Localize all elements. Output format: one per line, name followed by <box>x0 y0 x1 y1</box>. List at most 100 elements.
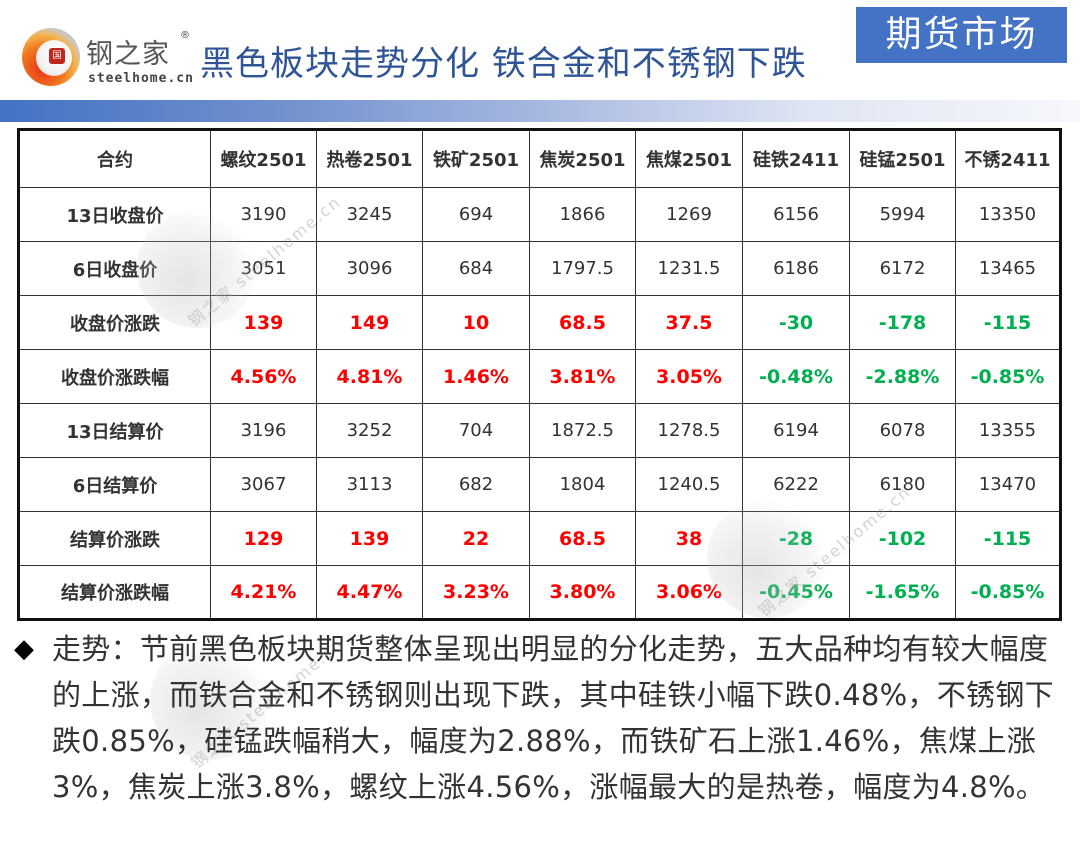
futures-price-table: 合约 螺纹2501 热卷2501 铁矿2501 焦炭2501 焦煤2501 硅铁2411 硅锰… <box>17 128 1062 621</box>
table-cell: 68.5 <box>529 511 636 566</box>
table-cell: 6180 <box>849 457 956 512</box>
table-cell: -2.88% <box>849 349 956 404</box>
table-cell: -102 <box>849 511 956 566</box>
table-row: 13日收盘价 3190 3245 694 1866 1269 6156 5994 13350 <box>18 187 1061 242</box>
table-row: 结算价涨跌幅 4.21% 4.47% 3.23% 3.80% 3.06% -0.45% -1.… <box>18 565 1061 620</box>
table-row: 6日收盘价 3051 3096 684 1797.5 1231.5 6186 6172 1346… <box>18 241 1061 296</box>
table-cell: 4.21% <box>210 565 317 620</box>
table-cell: 1866 <box>529 187 636 242</box>
column-header: 焦煤2501 <box>635 129 743 188</box>
table-cell: 682 <box>422 457 530 512</box>
table-cell: -115 <box>955 511 1061 566</box>
row-label: 13日收盘价 <box>18 187 211 242</box>
table-cell: 5994 <box>849 187 956 242</box>
table-row: 13日结算价 3196 3252 704 1872.5 1278.5 6194 6078 133… <box>18 403 1061 458</box>
section-badge: 期货市场 <box>856 7 1067 63</box>
table-cell: 4.47% <box>316 565 423 620</box>
table-row: 结算价涨跌 129 139 22 68.5 38 -28 -102 -115 <box>18 511 1061 566</box>
table-cell: 1269 <box>635 187 743 242</box>
table-row: 收盘价涨跌幅 4.56% 4.81% 1.46% 3.81% 3.05% -0.48% -2.… <box>18 349 1061 404</box>
table-cell: 68.5 <box>529 295 636 350</box>
column-header-contract: 合约 <box>18 129 211 188</box>
logo-domain: steelhome.cn <box>88 71 194 86</box>
table-cell: 22 <box>422 511 530 566</box>
futures-table-container: 合约 螺纹2501 热卷2501 铁矿2501 焦炭2501 焦煤2501 硅铁2411 硅锰… <box>17 128 1062 621</box>
slide-header: 国 钢之家 ® steelhome.cn 黑色板块走势分化 铁合金和不锈钢下跌 … <box>0 0 1080 100</box>
logo-seal-icon: 国 <box>49 48 65 64</box>
table-cell: -0.85% <box>955 349 1061 404</box>
table-row: 收盘价涨跌 139 149 10 68.5 37.5 -30 -178 -115 <box>18 295 1061 350</box>
row-label: 结算价涨跌幅 <box>18 565 211 620</box>
table-cell: 3.05% <box>635 349 743 404</box>
column-header: 硅铁2411 <box>742 129 850 188</box>
column-header: 不锈2411 <box>955 129 1061 188</box>
table-cell: 3067 <box>210 457 317 512</box>
table-cell: 3190 <box>210 187 317 242</box>
table-cell: 10 <box>422 295 530 350</box>
table-cell: 3.06% <box>635 565 743 620</box>
row-label: 6日收盘价 <box>18 241 211 296</box>
table-cell: 13470 <box>955 457 1061 512</box>
table-row: 6日结算价 3067 3113 682 1804 1240.5 6222 6180 13470 <box>18 457 1061 512</box>
table-cell: 1278.5 <box>635 403 743 458</box>
table-cell: 1804 <box>529 457 636 512</box>
diamond-bullet-icon: ◆ <box>14 634 34 664</box>
page-title: 黑色板块走势分化 铁合金和不锈钢下跌 <box>200 44 807 84</box>
table-cell: 1231.5 <box>635 241 743 296</box>
table-cell: 1.46% <box>422 349 530 404</box>
table-cell: 139 <box>210 295 317 350</box>
row-label: 13日结算价 <box>18 403 211 458</box>
table-cell: 13355 <box>955 403 1061 458</box>
table-cell: 704 <box>422 403 530 458</box>
row-label: 收盘价涨跌幅 <box>18 349 211 404</box>
table-cell: 684 <box>422 241 530 296</box>
row-label: 收盘价涨跌 <box>18 295 211 350</box>
column-header: 热卷2501 <box>316 129 423 188</box>
table-cell: 129 <box>210 511 317 566</box>
table-cell: 3252 <box>316 403 423 458</box>
column-header: 硅锰2501 <box>849 129 956 188</box>
summary-text: 走势：节前黑色板块期货整体呈现出明显的分化走势，五大品种均有较大幅度的上涨，而铁… <box>52 632 1054 804</box>
column-header: 螺纹2501 <box>210 129 317 188</box>
table-cell: 3196 <box>210 403 317 458</box>
column-header: 焦炭2501 <box>529 129 636 188</box>
table-cell: -28 <box>742 511 850 566</box>
column-header: 铁矿2501 <box>422 129 530 188</box>
table-cell: 37.5 <box>635 295 743 350</box>
table-cell: 4.56% <box>210 349 317 404</box>
logo-chinese-name: 钢之家 <box>86 39 170 70</box>
table-cell: 1872.5 <box>529 403 636 458</box>
table-cell: 149 <box>316 295 423 350</box>
table-cell: 3.80% <box>529 565 636 620</box>
table-cell: -1.65% <box>849 565 956 620</box>
registered-mark: ® <box>180 30 190 41</box>
table-cell: 38 <box>635 511 743 566</box>
header-gradient-band <box>0 100 1080 122</box>
table-cell: 13465 <box>955 241 1061 296</box>
table-cell: 3096 <box>316 241 423 296</box>
table-cell: 1240.5 <box>635 457 743 512</box>
table-cell: 139 <box>316 511 423 566</box>
table-cell: 3.23% <box>422 565 530 620</box>
table-cell: 6222 <box>742 457 850 512</box>
table-cell: 6186 <box>742 241 850 296</box>
summary-paragraph: ◆ 走势：节前黑色板块期货整体呈现出明显的分化走势，五大品种均有较大幅度的上涨，… <box>14 626 1074 810</box>
table-cell: -0.85% <box>955 565 1061 620</box>
table-cell: 694 <box>422 187 530 242</box>
steelhome-logo: 国 钢之家 ® steelhome.cn <box>22 26 194 90</box>
row-label: 6日结算价 <box>18 457 211 512</box>
row-label: 结算价涨跌 <box>18 511 211 566</box>
table-cell: 6156 <box>742 187 850 242</box>
table-cell: 6078 <box>849 403 956 458</box>
table-cell: 3051 <box>210 241 317 296</box>
table-cell: 3245 <box>316 187 423 242</box>
table-cell: 13350 <box>955 187 1061 242</box>
table-cell: -178 <box>849 295 956 350</box>
table-cell: 3113 <box>316 457 423 512</box>
table-cell: -0.48% <box>742 349 850 404</box>
table-cell: 6194 <box>742 403 850 458</box>
table-cell: -0.45% <box>742 565 850 620</box>
table-cell: 1797.5 <box>529 241 636 296</box>
table-cell: 4.81% <box>316 349 423 404</box>
table-cell: 3.81% <box>529 349 636 404</box>
